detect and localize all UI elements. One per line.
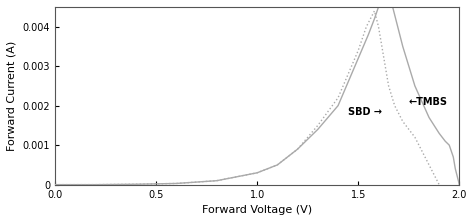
X-axis label: Forward Voltage (V): Forward Voltage (V)	[202, 205, 312, 215]
Text: SBD →: SBD →	[348, 107, 382, 117]
Y-axis label: Forward Current (A): Forward Current (A)	[7, 41, 17, 151]
Text: ←TMBS: ←TMBS	[409, 97, 448, 107]
